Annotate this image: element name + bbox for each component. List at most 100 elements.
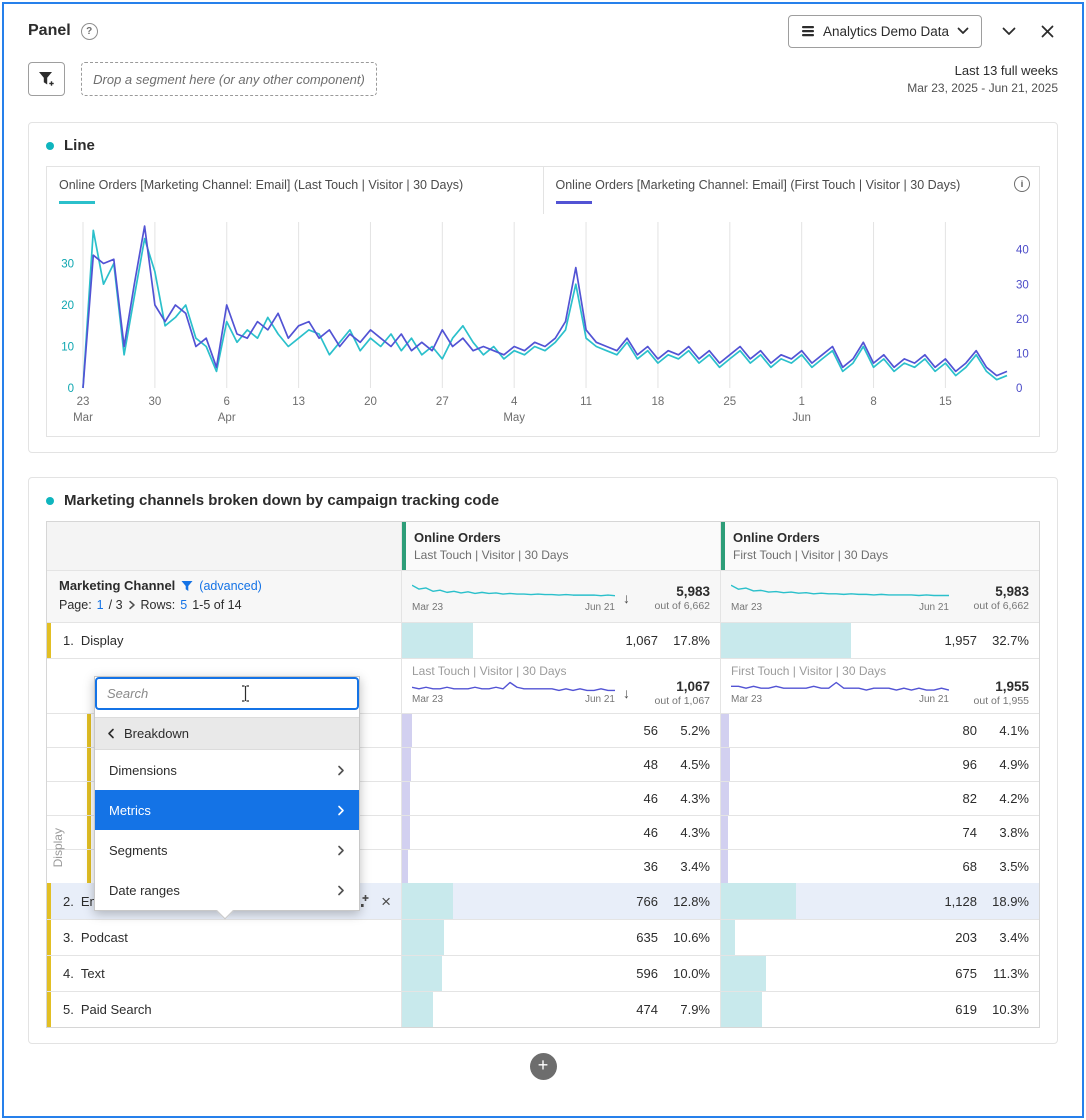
metric-value-cell[interactable]: 1,957 32.7% xyxy=(720,623,1039,658)
filter-funnel-icon[interactable] xyxy=(181,580,193,592)
metric-value-cell[interactable]: 96 4.9% xyxy=(720,748,1039,781)
metric-value-cell[interactable]: 474 7.9% xyxy=(401,992,720,1027)
row-number: 4. xyxy=(63,966,74,981)
viz-color-dot xyxy=(46,141,54,150)
row-number: 3. xyxy=(63,930,74,945)
total-value: 1,067 xyxy=(676,679,710,694)
value-bar xyxy=(721,714,729,747)
page-number-link[interactable]: 1 xyxy=(96,598,104,612)
cell-value: 36 xyxy=(643,859,658,874)
chevron-right-icon xyxy=(338,885,344,895)
cell-percent: 18.9% xyxy=(992,893,1029,909)
metric-value-cell[interactable]: 1,067 17.8% xyxy=(401,623,720,658)
help-icon[interactable]: ? xyxy=(80,22,98,40)
row-label-display[interactable]: 1. Display xyxy=(47,623,401,658)
sort-descending-icon[interactable]: ↓ xyxy=(623,589,630,606)
cell-value: 635 xyxy=(636,930,658,945)
cell-percent: 10.6% xyxy=(673,930,710,945)
breakdown-row-label[interactable] xyxy=(47,850,401,883)
metric-total: 5,983 out of 6,662 xyxy=(957,584,1029,612)
breakdown-row-label[interactable] xyxy=(47,782,401,815)
metric-value-cell[interactable]: 596 10.0% xyxy=(401,956,720,991)
metric-value-cell[interactable]: 766 12.8% xyxy=(401,883,720,919)
panel-header: Panel ? Analytics Demo Data xyxy=(4,4,1082,58)
metric-totals-cell: Mar 23 Jun 21 5,983 out of 6,662 xyxy=(720,571,1039,622)
metric-value-cell[interactable]: 1,128 18.9% xyxy=(720,883,1039,919)
segment-drop-zone[interactable]: Drop a segment here (or any other compon… xyxy=(81,62,377,96)
menu-item-segments[interactable]: Segments xyxy=(95,830,359,870)
row-label-podcast[interactable]: 3. Podcast xyxy=(47,920,401,955)
metric-totals-cell: Mar 23 Jun 21 ↓ 5,983 out of 6,662 xyxy=(401,571,720,622)
rows-count-link[interactable]: 5 xyxy=(180,598,188,612)
metric-value-cell[interactable]: 48 4.5% xyxy=(401,748,720,781)
metric-value-cell[interactable]: 68 3.5% xyxy=(720,850,1039,883)
viz-title-row: Line xyxy=(46,137,1040,154)
metric-value-cell[interactable]: 675 11.3% xyxy=(720,956,1039,991)
metric-column-header[interactable]: Online Orders First Touch | Visitor | 30… xyxy=(720,522,1039,570)
advanced-link[interactable]: (advanced) xyxy=(199,578,262,593)
menu-item-metrics[interactable]: Metrics xyxy=(95,790,359,830)
svg-text:15: 15 xyxy=(939,396,952,408)
dimension-name[interactable]: Marketing Channel xyxy=(59,578,176,593)
value-bar xyxy=(721,920,735,955)
chevron-right-icon xyxy=(338,845,344,855)
chevron-right-icon xyxy=(338,805,344,815)
metric-column-header[interactable]: Online Orders Last Touch | Visitor | 30 … xyxy=(401,522,720,570)
metric-value-cell[interactable]: 36 3.4% xyxy=(401,850,720,883)
total-out-of: out of 6,662 xyxy=(654,599,710,612)
spark-date-start: Mar 23 xyxy=(412,694,444,705)
legend-swatch xyxy=(59,201,95,204)
total-out-of: out of 6,662 xyxy=(973,599,1029,612)
breakdown-row-label[interactable] xyxy=(47,748,401,781)
metric-value-cell[interactable]: 82 4.2% xyxy=(720,782,1039,815)
row-label-paid-search[interactable]: 5. Paid Search xyxy=(47,992,401,1027)
date-range-label[interactable]: Last 13 full weeks xyxy=(954,63,1058,78)
svg-text:Jun: Jun xyxy=(792,412,811,424)
breakdown-row: 36 3.4% 68 3.5% xyxy=(47,849,1039,883)
close-icon[interactable]: × xyxy=(381,891,391,911)
chart-box: Online Orders [Marketing Channel: Email]… xyxy=(46,166,1040,437)
viz-title[interactable]: Line xyxy=(64,137,95,154)
spark-date-end: Jun 21 xyxy=(918,694,949,705)
value-bar xyxy=(402,623,473,658)
dimension-header-row: Marketing Channel (advanced) Page: 1 / 3 xyxy=(47,570,1039,622)
collapse-panel-chevron-icon[interactable] xyxy=(998,20,1020,42)
row-label-text[interactable]: 4. Text xyxy=(47,956,401,991)
cell-value: 80 xyxy=(962,723,977,738)
metric-value-cell[interactable]: 46 4.3% xyxy=(401,816,720,849)
svg-text:1: 1 xyxy=(798,396,804,408)
legend-item[interactable]: Online Orders [Marketing Channel: Email]… xyxy=(47,167,543,214)
metric-value-cell[interactable]: 619 10.3% xyxy=(720,992,1039,1027)
breakdown-back-item[interactable]: Breakdown xyxy=(95,717,359,750)
menu-item-label: Dimensions xyxy=(109,762,177,778)
viz-title[interactable]: Marketing channels broken down by campai… xyxy=(64,492,500,509)
metric-value-cell[interactable]: 46 4.3% xyxy=(401,782,720,815)
svg-text:0: 0 xyxy=(1016,383,1022,395)
next-page-chevron-icon[interactable] xyxy=(128,600,136,610)
search-input[interactable] xyxy=(95,677,359,710)
metric-value-cell[interactable]: 635 10.6% xyxy=(401,920,720,955)
menu-item-dimensions[interactable]: Dimensions xyxy=(95,750,359,790)
svg-text:Apr: Apr xyxy=(218,412,236,424)
metric-value-cell[interactable]: 74 3.8% xyxy=(720,816,1039,849)
sort-descending-icon[interactable]: ↓ xyxy=(623,685,630,701)
close-panel-icon[interactable] xyxy=(1036,20,1058,42)
menu-item-date-ranges[interactable]: Date ranges xyxy=(95,870,359,910)
metric-value-cell[interactable]: 203 3.4% xyxy=(720,920,1039,955)
breakdown-row-label[interactable] xyxy=(47,816,401,849)
legend-item[interactable]: Online Orders [Marketing Channel: Email]… xyxy=(542,167,1040,214)
metric-trend: Mar 23 Jun 21 xyxy=(731,583,949,613)
info-icon[interactable]: i xyxy=(1014,176,1030,192)
metric-value-cell[interactable]: 56 5.2% xyxy=(401,714,720,747)
breakdown-row-label[interactable] xyxy=(47,714,401,747)
metric-value-cell[interactable]: 80 4.1% xyxy=(720,714,1039,747)
page-total: / 3 xyxy=(108,598,123,612)
dataset-selector-button[interactable]: Analytics Demo Data xyxy=(787,14,982,48)
line-visualization: Line Online Orders [Marketing Channel: E… xyxy=(28,122,1058,453)
breakdown-metric-header: First Touch | Visitor | 30 Days Mar 23 J… xyxy=(720,659,1039,713)
segment-filter-button[interactable] xyxy=(28,62,65,96)
add-visualization-button[interactable]: + xyxy=(529,1052,557,1080)
metric-total: 1,955 out of 1,955 xyxy=(957,679,1029,707)
svg-text:20: 20 xyxy=(364,396,377,408)
legend-swatch xyxy=(555,201,592,204)
